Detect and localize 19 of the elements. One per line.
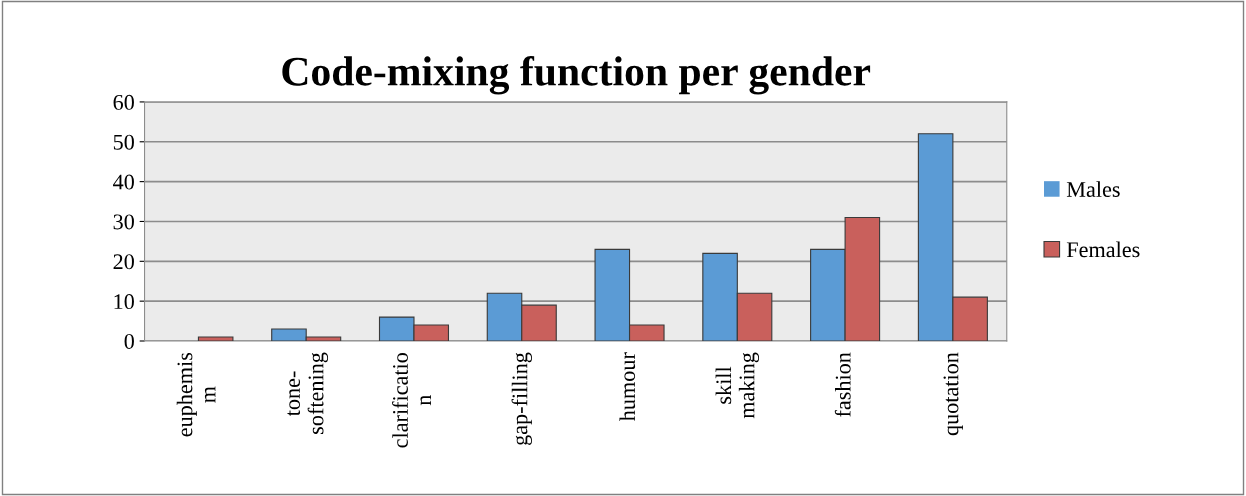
x-tick-label: tone- softening: [287, 352, 329, 434]
bar: [197, 336, 234, 341]
legend-label: Females: [1066, 241, 1140, 258]
x-tick-label: clarificatio n: [392, 352, 431, 448]
y-tick-label: 10: [114, 294, 134, 310]
x-tick-label: skill making: [715, 352, 760, 419]
x-tick-label: humour: [619, 352, 636, 422]
x-tick-label: fashion: [834, 352, 851, 417]
y-tick-label: 40: [113, 174, 134, 190]
y-tick-label: 20: [113, 254, 134, 270]
x-tick-label: euphemis m: [176, 352, 216, 437]
legend-label: Males: [1066, 181, 1120, 197]
y-tick-label: 50: [113, 134, 134, 150]
x-tick-label: quotation: [943, 352, 963, 436]
y-tick-label: 0: [124, 333, 134, 349]
y-tick-label: 60: [113, 94, 134, 110]
chart-title: Code-mixing function per gender: [282, 55, 871, 95]
x-tick-label: gap-filling: [511, 352, 532, 445]
y-tick-label: 30: [113, 214, 134, 230]
